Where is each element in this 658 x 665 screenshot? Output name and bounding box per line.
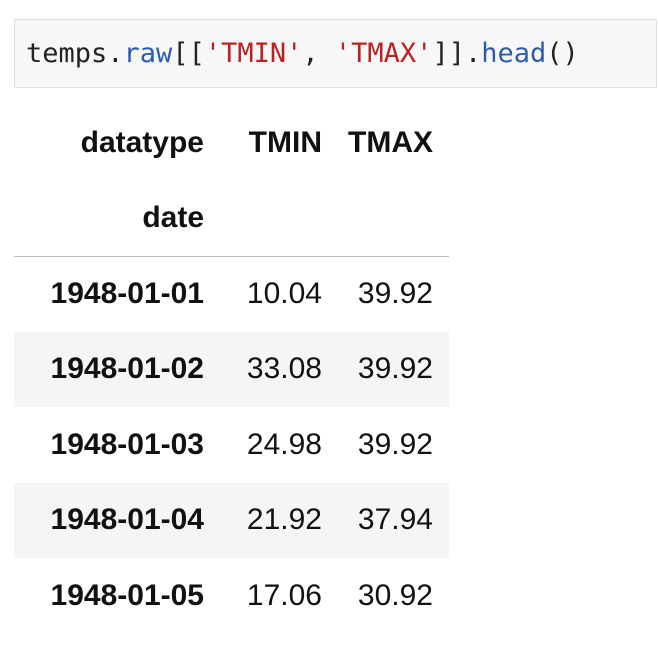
- code-token: 'TMAX': [334, 38, 433, 69]
- table-row: 1948-01-01 10.04 39.92: [14, 256, 449, 332]
- row-index: 1948-01-04: [50, 503, 204, 537]
- code-cell[interactable]: temps. raw[['TMIN', 'TMAX']]. head(): [14, 19, 657, 88]
- columns-header-row: datatype TMIN TMAX: [14, 105, 449, 181]
- cell-tmin: 10.04: [246, 277, 322, 310]
- code-token: 'TMIN': [204, 38, 303, 69]
- table-row: 1948-01-02 33.08 39.92: [14, 331, 449, 407]
- empty-header-cell: [204, 180, 322, 257]
- index-name-label: date: [14, 180, 204, 257]
- code-token: .: [107, 38, 124, 69]
- cell-tmax: 39.92: [357, 427, 433, 461]
- code-token: temps: [26, 38, 108, 69]
- table-row: 1948-01-05 17.06 30.92: [14, 558, 449, 634]
- code-token: (): [546, 38, 579, 69]
- column-header-tmin: TMIN: [248, 125, 322, 159]
- cell-tmax: 39.92: [357, 277, 433, 310]
- row-index: 1948-01-03: [50, 427, 204, 461]
- row-index: 1948-01-01: [50, 277, 204, 310]
- code-token: ]].: [432, 38, 482, 69]
- cell-tmin: 24.98: [246, 427, 322, 461]
- code-token: head: [481, 38, 547, 69]
- cell-tmax: 37.94: [357, 503, 433, 537]
- columns-name-label: datatype: [80, 125, 204, 159]
- code-token: ,: [302, 38, 335, 69]
- table-row: 1948-01-04 21.92 37.94: [14, 482, 449, 558]
- dataframe-output: datatype TMIN TMAX date 1948-01-01 10.04…: [14, 105, 449, 634]
- row-index: 1948-01-05: [50, 578, 204, 612]
- cell-tmax: 30.92: [357, 578, 433, 612]
- table-row: 1948-01-03 24.98 39.92: [14, 407, 449, 483]
- cell-tmin: 33.08: [246, 352, 322, 386]
- code-token: raw: [123, 38, 173, 69]
- empty-header-cell: [322, 180, 449, 257]
- code-token: [[: [172, 38, 205, 69]
- row-index: 1948-01-02: [50, 352, 204, 386]
- cell-tmin: 21.92: [246, 503, 322, 537]
- cell-tmin: 17.06: [246, 578, 322, 612]
- column-header-tmax: TMAX: [348, 125, 433, 159]
- index-name-row: date: [14, 180, 449, 257]
- cell-tmax: 39.92: [357, 352, 433, 386]
